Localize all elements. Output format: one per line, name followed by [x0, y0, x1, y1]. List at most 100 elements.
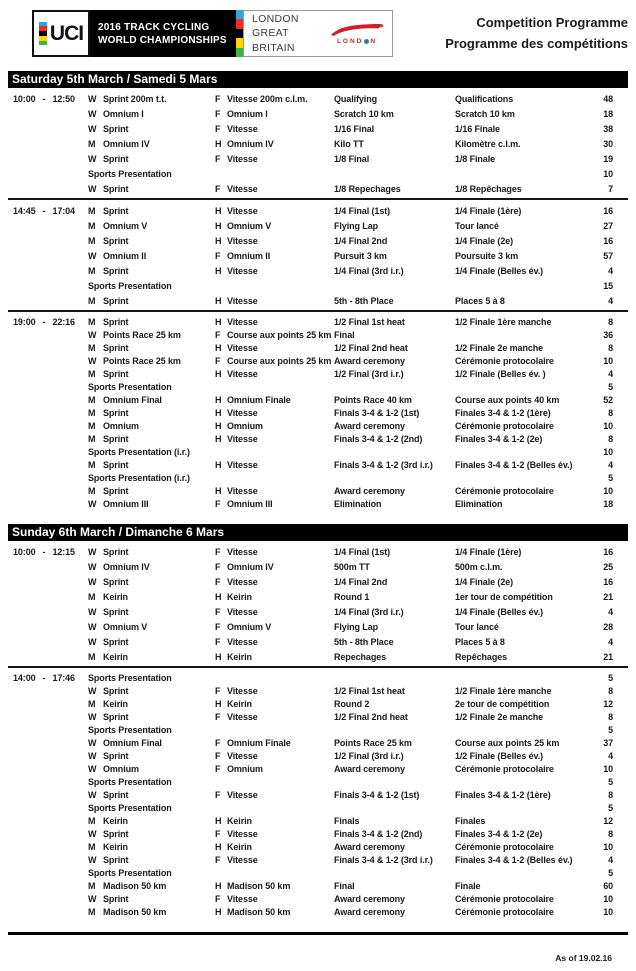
gender-fr: H [215, 407, 222, 418]
event-fr: Omnium Finale [227, 737, 291, 748]
event-en: Keirin [103, 815, 128, 826]
schedule-row: W Sprint F Vitesse 5th - 8th Place Places 5 à… [8, 634, 628, 649]
event-en: Sprint [103, 854, 129, 865]
duration-minutes: 8 [608, 685, 613, 696]
gender-fr: H [215, 368, 222, 379]
championships-line2: WORLD CHAMPIONSHIPS [98, 34, 227, 46]
schedule-row: W Sprint F Vitesse Finals 3-4 & 1-2 (2nd) Fin… [8, 827, 628, 840]
gender-en: W [88, 93, 97, 104]
sports-presentation-label: Sports Presentation [88, 168, 172, 179]
schedule-row: Sports Presentation 10 [8, 166, 628, 181]
phase-fr: Finales 3-4 & 1-2 (1ère) [455, 789, 551, 800]
gender-fr: F [215, 355, 221, 366]
gender-fr: F [215, 636, 221, 647]
event-en: Madison 50 km [103, 906, 167, 917]
schedule-row: M Madison 50 km H Madison 50 km Award ceremo… [8, 905, 628, 918]
london-word-left: LOND [336, 37, 364, 45]
gender-en: W [88, 123, 97, 134]
event-en: Keirin [103, 591, 128, 602]
event-fr: Vitesse [227, 433, 258, 444]
phase-en: 1/8 Repechages [334, 183, 401, 194]
gender-en: M [88, 316, 96, 327]
event-fr: Omnium IV [227, 561, 274, 572]
schedule-row: M Keirin H Keirin Repechages Repêchages 21 [8, 649, 628, 664]
session-time-range: 19:00-22:16 [8, 317, 88, 327]
gender-en: M [88, 295, 96, 306]
gender-en: M [88, 205, 96, 216]
phase-fr: 1/4 Finale (1ère) [455, 205, 522, 216]
color-stripe [236, 47, 243, 58]
phase-fr: Scratch 10 km [455, 108, 515, 119]
color-stripe [236, 38, 243, 48]
event-en: Omnium V [103, 220, 148, 231]
schedule-row: M Sprint H Vitesse Finals 3-4 & 1-2 (2nd) Fin… [8, 432, 628, 445]
event-fr: Omnium V [227, 621, 272, 632]
logo-strip: UCI 2016 TRACK CYCLING WORLD CHAMPIONSHI… [32, 10, 393, 58]
phase-fr: 1/4 Finale (2e) [455, 235, 514, 246]
duration-minutes: 4 [608, 636, 613, 647]
event-en: Omnium Final [103, 394, 162, 405]
session-time-range: 14:00-17:46 [8, 673, 88, 683]
schedule-row: Sports Presentation 5 [8, 866, 628, 879]
schedule-row: M Sprint H Vitesse Finals 3-4 & 1-2 (1st) Fin… [8, 406, 628, 419]
gender-fr: F [215, 621, 221, 632]
duration-minutes: 10 [603, 420, 613, 431]
gender-fr: H [215, 815, 222, 826]
schedule-row: W Sprint F Vitesse 1/2 Final 2nd heat 1/2 Fin… [8, 710, 628, 723]
gender-fr: H [215, 698, 222, 709]
schedule-row: Sports Presentation 5 [8, 775, 628, 788]
time-part: 22:16 [52, 316, 75, 327]
schedule-row: M Omnium Final H Omnium Finale Points Race 4… [8, 393, 628, 406]
schedule-row: 14:45-17:04 M Sprint H Vitesse 1/4 Final (1st… [8, 203, 628, 218]
phase-fr: 1/8 Repêchages [455, 183, 522, 194]
gender-fr: H [215, 295, 222, 306]
gender-en: W [88, 789, 97, 800]
phase-fr: 1/4 Finale (1ère) [455, 546, 522, 557]
gender-fr: H [215, 651, 222, 662]
duration-minutes: 28 [603, 621, 613, 632]
time-part: 14:00 [13, 672, 36, 683]
color-stripe [38, 35, 47, 41]
schedule-row: W Omnium I F Omnium I Scratch 10 km Scratch 1… [8, 106, 628, 121]
gender-en: M [88, 698, 96, 709]
gender-fr: F [215, 606, 221, 617]
duration-minutes: 10 [603, 168, 613, 179]
host-city-text: LONDON GREAT BRITAIN [252, 12, 330, 55]
london-o-dot-icon [364, 38, 370, 44]
duration-minutes: 4 [608, 265, 613, 276]
event-fr: Vitesse [227, 295, 258, 306]
phase-fr: Cérémonie protocolaire [455, 841, 554, 852]
phase-fr: Finales 3-4 & 1-2 (Belles év.) [455, 854, 573, 865]
schedule-row: W Sprint F Vitesse 1/4 Final (3rd i.r.) 1/4 F… [8, 604, 628, 619]
duration-minutes: 52 [603, 394, 613, 405]
duration-minutes: 5 [608, 867, 613, 878]
duration-minutes: 27 [603, 220, 613, 231]
duration-minutes: 8 [608, 711, 613, 722]
day-section: Saturday 5th March / Samedi 5 Mars 10:00-… [8, 71, 628, 512]
schedule-row: M Omnium V H Omnium V Flying Lap Tour lancé 27 [8, 218, 628, 233]
event-fr: Vitesse [227, 636, 258, 647]
event-fr: Vitesse [227, 893, 258, 904]
gender-fr: F [215, 893, 221, 904]
gender-fr: F [215, 789, 221, 800]
schedule-row: M Sprint H Vitesse Award ceremony Cérémonie p… [8, 484, 628, 497]
duration-minutes: 12 [603, 815, 613, 826]
schedule-row: Sports Presentation 5 [8, 723, 628, 736]
phase-fr: 1/16 Finale [455, 123, 500, 134]
phase-en: Kilo TT [334, 138, 364, 149]
schedule-row: Sports Presentation 5 [8, 801, 628, 814]
schedule-row: W Sprint F Vitesse 1/4 Final 2nd 1/4 Finale (… [8, 574, 628, 589]
event-en: Sprint [103, 153, 129, 164]
event-fr: Keirin [227, 651, 252, 662]
phase-en: 1/2 Final 2nd heat [334, 711, 408, 722]
schedule-row: M Sprint H Vitesse 1/2 Final (3rd i.r.) 1/2 F… [8, 367, 628, 380]
phase-fr: 1/2 Finale 1ère manche [455, 685, 552, 696]
phase-en: 1/4 Final (3rd i.r.) [334, 265, 404, 276]
phase-en: Finals 3-4 & 1-2 (3rd i.r.) [334, 459, 433, 470]
time-part: - [42, 316, 46, 327]
phase-fr: 1/2 Finale 1ère manche [455, 316, 552, 327]
duration-minutes: 5 [608, 776, 613, 787]
duration-minutes: 5 [608, 802, 613, 813]
day-section: Sunday 6th March / Dimanche 6 Mars 10:00-… [8, 524, 628, 920]
